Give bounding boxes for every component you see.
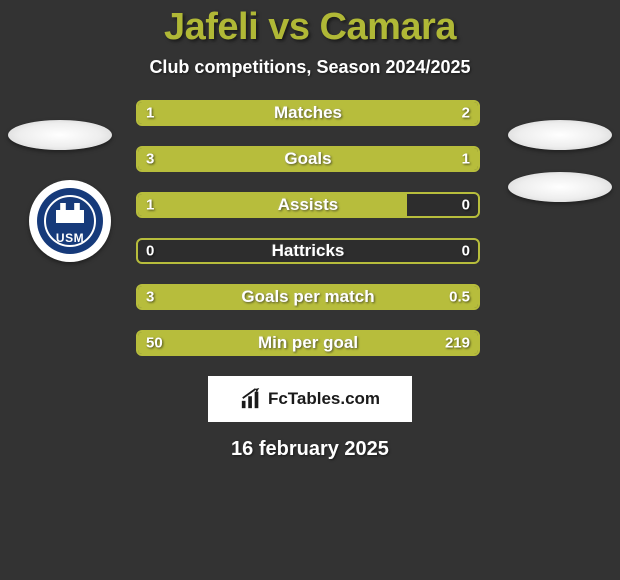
castle-icon [56, 203, 84, 223]
bar-value-right: 0.5 [449, 289, 470, 306]
bar-value-right: 0 [462, 243, 470, 260]
fctables-logo-icon [240, 388, 262, 410]
bar-label: Hattricks [272, 241, 345, 261]
bar-value-left: 0 [146, 243, 154, 260]
date-text: 16 february 2025 [0, 438, 620, 461]
stat-bar: 1 Assists 0 [136, 192, 480, 218]
comparison-card: Jafeli vs Camara Club competitions, Seas… [0, 0, 620, 580]
bar-value-right: 1 [462, 151, 470, 168]
stat-bars: 1 Matches 2 3 Goals 1 1 Assists 0 0 Hattricks 0 3 Goa… [136, 100, 480, 356]
team-left-crest: USM [29, 180, 111, 262]
stat-bar: 1 Matches 2 [136, 100, 480, 126]
bar-label: Min per goal [258, 333, 358, 353]
stat-bar: 50 Min per goal 219 [136, 330, 480, 356]
bar-value-left: 3 [146, 289, 154, 306]
stat-bar: 0 Hattricks 0 [136, 238, 480, 264]
brand-box[interactable]: FcTables.com [208, 376, 412, 422]
bar-value-right: 0 [462, 197, 470, 214]
bar-value-right: 219 [445, 335, 470, 352]
team-right-badge [508, 172, 612, 202]
bar-fill-left [138, 102, 251, 124]
bar-value-left: 50 [146, 335, 163, 352]
page-subtitle: Club competitions, Season 2024/2025 [0, 57, 620, 78]
stat-bar: 3 Goals per match 0.5 [136, 284, 480, 310]
player-right-badge [508, 120, 612, 150]
crest-text: USM [37, 231, 103, 245]
bar-label: Assists [278, 195, 338, 215]
brand-text: FcTables.com [268, 389, 380, 409]
stat-bar: 3 Goals 1 [136, 146, 480, 172]
bar-value-right: 2 [462, 105, 470, 122]
crest-inner: USM [37, 188, 103, 254]
bar-label: Goals per match [241, 287, 374, 307]
page-title: Jafeli vs Camara [0, 6, 620, 49]
bar-value-left: 1 [146, 197, 154, 214]
bar-value-left: 1 [146, 105, 154, 122]
bar-label: Matches [274, 103, 342, 123]
bar-label: Goals [284, 149, 331, 169]
bar-value-left: 3 [146, 151, 154, 168]
player-left-badge [8, 120, 112, 150]
bar-fill-left [138, 148, 393, 170]
bar-fill-left [138, 194, 407, 216]
